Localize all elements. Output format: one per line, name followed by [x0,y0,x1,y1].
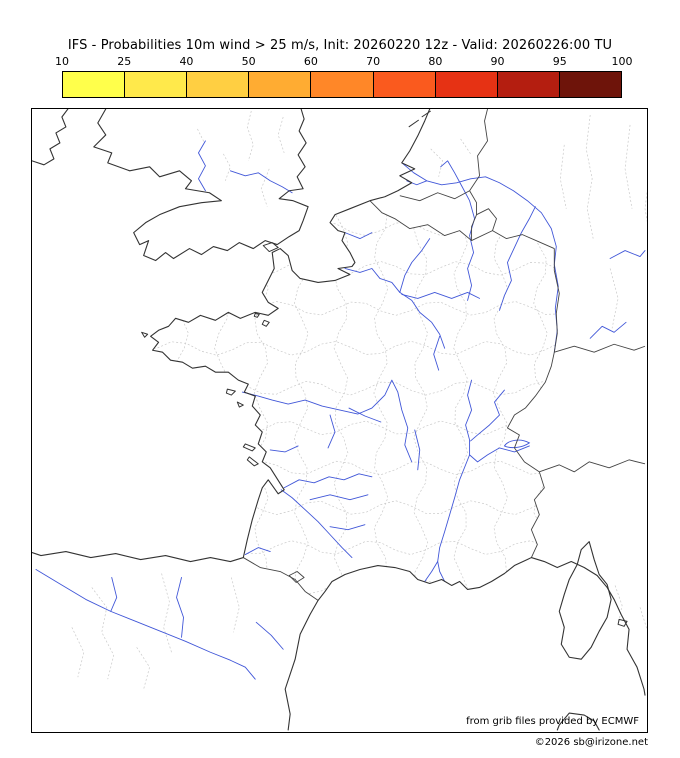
coastline-corsica [558,541,612,660]
border-switzerland-italy [539,459,646,473]
benelux-admin-boundaries [430,138,471,177]
border-luxembourg [471,208,497,241]
colorbar-segment [248,72,311,97]
border-belgium-netherlands [399,190,470,202]
border-switzerland-germany [554,343,646,353]
spain-admin-boundaries [71,573,240,690]
admin-boundaries-layer [71,110,647,690]
colorbar-bar [62,71,622,98]
coastline-continental-atlantic [32,109,431,563]
colorbar-tick-label: 80 [428,55,443,68]
river-rhine [401,162,559,353]
credit-copyright: ©2026 sb@irizone.net [534,737,648,748]
river-ebro-tributary-2 [110,577,118,612]
river-severn [198,140,206,192]
colorbar-tick-label: 10 [55,55,69,68]
river-somme [344,232,373,240]
colorbar-tick-label: 40 [179,55,194,68]
country-borders-layer [243,109,646,601]
italy-admin-boundaries [614,585,647,631]
map-canvas [32,109,647,731]
credit-ecmwf: from grib files provided by ECMWF [466,716,639,727]
river-dordogne [283,473,373,489]
germany-admin-boundaries [559,114,647,329]
river-adour [244,547,271,556]
border-france-italy [530,471,545,558]
rivers-layer [35,140,646,680]
colorbar-segment [496,72,559,97]
river-yonne [433,335,441,371]
river-spain-coastal [255,621,284,650]
river-seine [344,268,446,349]
colorbar-segment [310,72,373,97]
river-thames [229,170,293,194]
colorbar-tick-label: 70 [366,55,381,68]
river-main [609,250,646,259]
colorbar-segment [558,72,621,97]
river-rhone-delta-branch [437,561,446,582]
colorbar-tick-label: 100 [611,55,633,68]
france-department-boundaries [150,200,560,601]
river-moselle [499,206,536,311]
river-meuse [440,160,476,301]
border-andorra [288,571,305,583]
colorbar-segment [372,72,435,97]
border-france-spain [243,557,319,601]
river-loire [241,379,413,463]
map-frame: from grib files provided by ECMWF [31,108,648,733]
coastlines-layer [32,109,646,731]
small-islands [141,110,628,627]
river-vienne [327,414,336,449]
colorbar-segment [124,72,187,97]
river-tarn [329,524,366,531]
river-ebro-tributary-1 [176,577,184,638]
river-garonne [280,489,353,559]
colorbar-tick-label: 50 [241,55,256,68]
coastline-sardinia [556,712,600,731]
river-saone [465,379,473,456]
river-marne [401,291,480,299]
colorbar-ticks: 10 25 40 50 60 70 80 90 95 100 [55,55,633,68]
colorbar-tick-label: 60 [303,55,318,68]
river-charente [269,445,299,453]
border-netherlands-germany [469,109,488,191]
lake-geneva [503,439,531,449]
border-france-switzerland [507,352,555,473]
river-cher [348,407,382,423]
border-france-germany [553,248,560,353]
colorbar-segment [434,72,497,97]
colorbar-tick-label: 95 [552,55,567,68]
coastline-ireland [32,109,69,166]
map-title: IFS - Probabilities 10m wind > 25 m/s, I… [67,38,613,53]
colorbar-segment [63,72,125,97]
colorbar-segment [186,72,249,97]
river-lot [309,494,369,501]
river-rhone [424,445,530,582]
river-doubs [470,389,505,442]
england-county-boundaries [197,110,285,207]
river-ebro [35,569,256,680]
river-allier [414,429,421,471]
coastline-mediterranean [284,557,646,731]
border-belgium-germany [469,190,478,215]
colorbar-tick-label: 90 [490,55,505,68]
river-oise [399,238,431,293]
colorbar-tick-label: 25 [117,55,132,68]
border-france-belgium-luxembourg [369,200,555,249]
river-neckar [589,321,627,339]
coastline-great-britain [93,109,309,262]
